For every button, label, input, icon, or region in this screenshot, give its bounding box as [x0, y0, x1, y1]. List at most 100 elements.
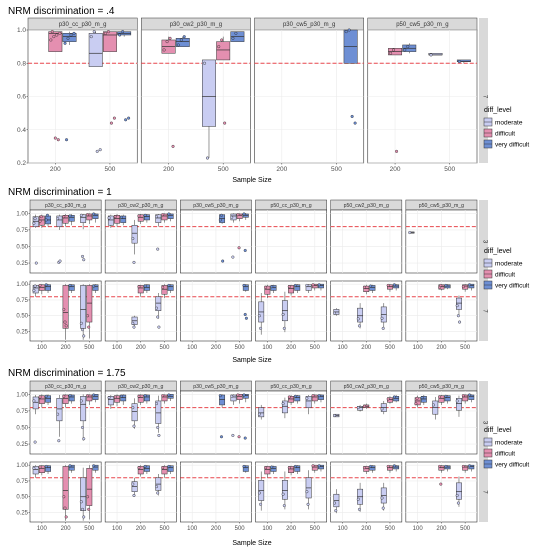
data-point: [217, 45, 221, 49]
panel-strip-label: p50_cw5_p30_m_g: [419, 384, 464, 390]
data-point: [131, 321, 135, 325]
box-difficult: [86, 468, 93, 506]
x-tick-label: 500: [310, 345, 321, 351]
data-point: [231, 255, 235, 259]
data-point: [32, 221, 36, 225]
box-difficult: [38, 465, 45, 473]
data-point: [242, 464, 246, 468]
x-tick-label: 200: [136, 526, 147, 532]
y-tick-label: 0.8: [17, 60, 26, 67]
panel: p50_cw5_p30_m_g 200 500: [367, 17, 478, 173]
data-point: [106, 30, 110, 34]
x-tick-label: 100: [413, 345, 424, 351]
data-point: [317, 394, 321, 398]
data-point: [63, 41, 67, 45]
data-point: [362, 285, 366, 289]
data-point: [270, 285, 274, 289]
data-point: [333, 311, 337, 315]
data-point: [86, 394, 90, 398]
data-point: [156, 425, 160, 429]
data-point: [257, 491, 261, 495]
data-point: [79, 213, 83, 217]
data-point: [79, 321, 83, 325]
x-tick-label: 100: [262, 345, 273, 351]
box-very-difficult: [92, 213, 99, 219]
box-difficult: [62, 215, 69, 224]
data-point: [155, 215, 159, 219]
x-tick-label: 200: [286, 526, 297, 532]
data-point: [107, 216, 111, 220]
data-point: [161, 213, 165, 217]
panel-strip-label: p30_cw2_p30_m_g: [118, 203, 163, 209]
y-tick-label: 0.75: [16, 479, 28, 485]
data-point: [444, 464, 448, 468]
box-difficult: [86, 213, 93, 221]
data-point: [137, 214, 141, 218]
x-tick-label: 200: [136, 345, 147, 351]
data-point: [438, 395, 442, 399]
panel: 0.25 0.50 0.75 1.00 100 200 500: [16, 461, 102, 532]
box-very-difficult: [68, 464, 75, 471]
x-tick-label: 100: [338, 526, 349, 532]
box-moderate: [155, 214, 162, 223]
x-tick-label: 500: [159, 345, 170, 351]
data-point: [32, 466, 36, 470]
data-point: [223, 121, 227, 125]
data-point: [458, 320, 462, 324]
data-point: [386, 464, 390, 468]
data-point: [287, 466, 291, 470]
legend-title: diff_level: [484, 248, 512, 255]
data-point: [455, 399, 459, 403]
x-tick-label: 200: [50, 166, 61, 173]
data-point: [33, 284, 37, 288]
data-point: [32, 288, 36, 292]
legend: diff_level moderate difficult very difficul…: [483, 248, 529, 290]
data-point: [281, 402, 285, 406]
box-difficult: [114, 215, 120, 224]
x-tick-label: 500: [460, 526, 471, 532]
data-point: [406, 45, 410, 49]
x-tick-label: 200: [61, 526, 72, 532]
x-tick-label: 500: [235, 526, 246, 532]
data-point: [157, 325, 161, 329]
box-difficult: [216, 41, 231, 61]
box-moderate: [456, 482, 462, 500]
x-axis-label: Sample Size: [232, 177, 271, 184]
panel-strip-label: p30_cw5_p30_m_g: [193, 203, 238, 209]
data-point: [317, 283, 321, 287]
data-point: [287, 285, 291, 289]
data-point: [461, 464, 465, 468]
box-difficult: [114, 395, 120, 403]
data-point: [230, 215, 234, 219]
box-very-difficult: [92, 284, 99, 291]
panel-strip-label: p30_cw5_p30_m_g: [193, 384, 238, 390]
data-point: [155, 402, 159, 406]
box-difficult: [311, 464, 318, 471]
data-point: [68, 464, 72, 468]
data-point: [58, 259, 62, 263]
data-point: [44, 464, 48, 468]
x-tick-label: 200: [361, 345, 372, 351]
data-point: [155, 485, 159, 489]
panel-strip-label: p30_cw2_p30_m_g: [118, 384, 163, 390]
data-point: [270, 465, 274, 469]
data-point: [45, 213, 49, 217]
data-point: [242, 393, 246, 397]
data-point: [113, 395, 117, 399]
row-strip-label: 3: [482, 240, 488, 244]
data-point: [39, 215, 43, 219]
box-difficult: [137, 285, 144, 294]
data-point: [237, 246, 241, 250]
box-moderate: [456, 398, 462, 411]
y-tick-label: 1.00: [16, 211, 28, 217]
box-moderate: [305, 284, 312, 291]
row-strip: [479, 271, 488, 341]
data-point: [264, 285, 268, 289]
x-tick-label: 200: [436, 345, 447, 351]
panel: 100 200 500: [104, 280, 177, 351]
data-point: [131, 406, 135, 410]
x-tick-label: 200: [163, 166, 174, 173]
data-point: [34, 261, 38, 265]
data-point: [392, 395, 396, 399]
data-point: [219, 213, 223, 217]
